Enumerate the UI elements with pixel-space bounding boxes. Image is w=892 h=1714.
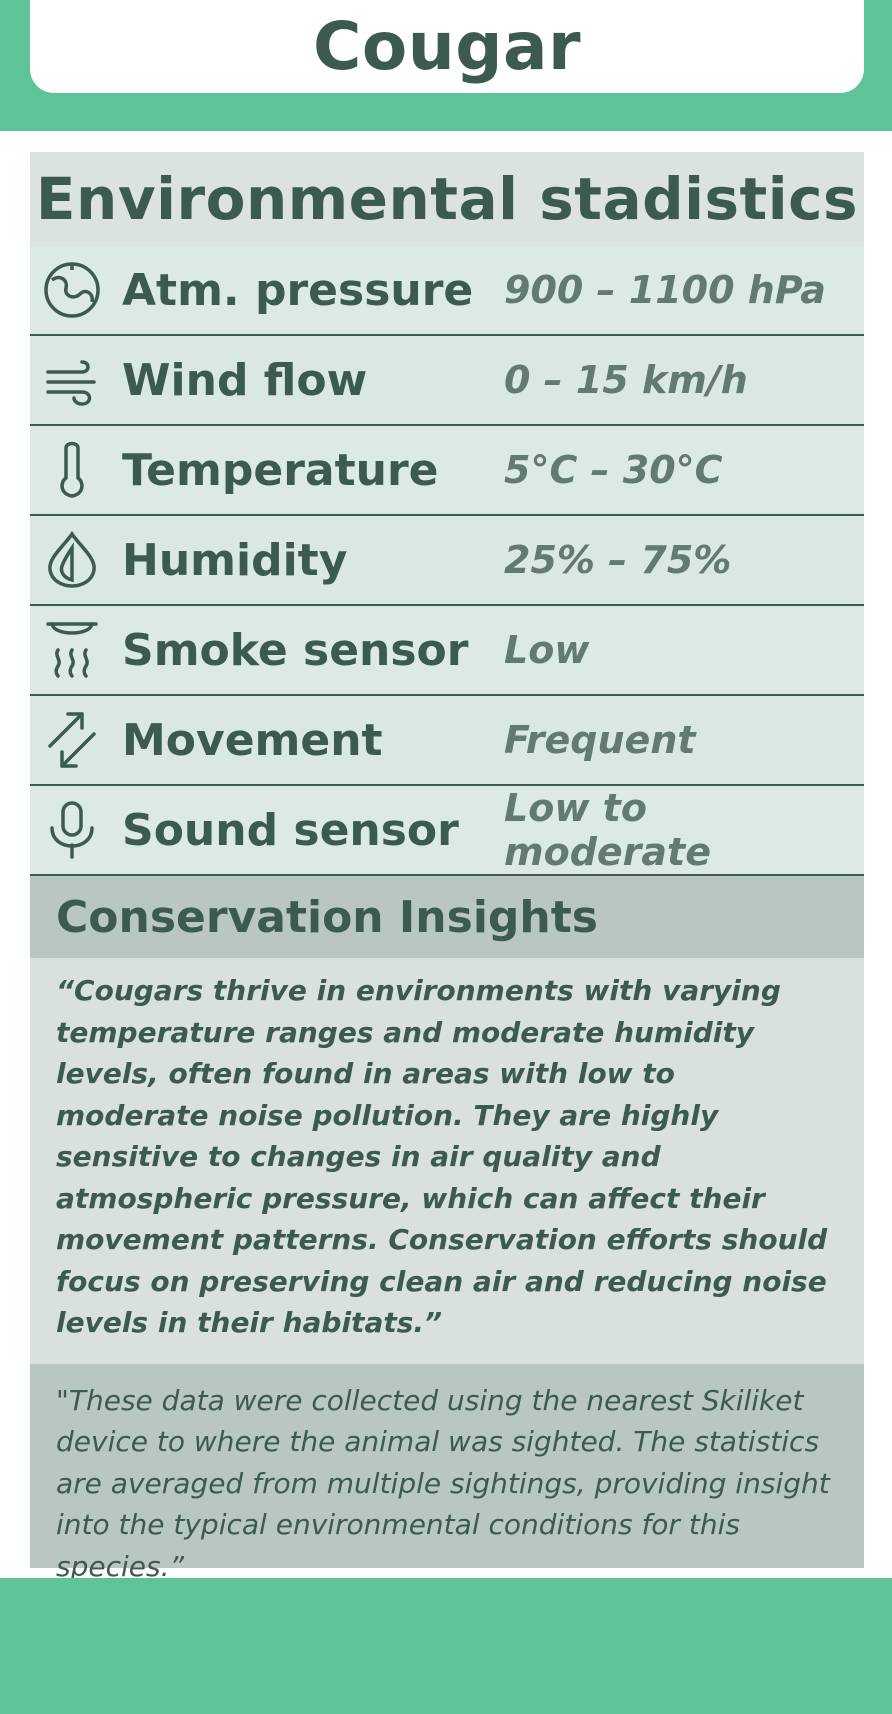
stat-value: Low to moderate — [504, 786, 711, 874]
stat-value: 25% – 75% — [504, 538, 732, 582]
microphone-icon — [40, 798, 104, 862]
smoke-detector-icon — [40, 618, 104, 682]
stats-list: Atm. pressure 900 – 1100 hPa Wind flow 0… — [30, 246, 864, 876]
stat-row-smoke: Smoke sensor Low — [30, 606, 864, 696]
stat-row-wind: Wind flow 0 – 15 km/h — [30, 336, 864, 426]
stat-value: Frequent — [504, 718, 696, 762]
title-card: Cougar — [30, 0, 864, 93]
top-band: Cougar — [0, 0, 892, 131]
stat-value: 900 – 1100 hPa — [504, 268, 826, 312]
stat-label: Temperature — [122, 444, 439, 496]
stats-title: Environmental stadistics — [30, 152, 864, 246]
stat-value: 5°C – 30°C — [504, 448, 723, 492]
stat-row-movement: Movement Frequent — [30, 696, 864, 786]
stat-value: 0 – 15 km/h — [504, 358, 748, 402]
wind-icon — [40, 348, 104, 412]
stat-row-humidity: Humidity 25% – 75% — [30, 516, 864, 606]
droplet-icon — [40, 528, 104, 592]
stat-label: Humidity — [122, 534, 348, 586]
stat-label: Smoke sensor — [122, 624, 469, 676]
stat-label: Sound sensor — [122, 804, 459, 856]
stat-row-pressure: Atm. pressure 900 – 1100 hPa — [30, 246, 864, 336]
page-title: Cougar — [312, 8, 582, 85]
stat-label: Movement — [122, 714, 383, 766]
stat-label: Atm. pressure — [122, 264, 474, 316]
data-source-note: "These data were collected using the nea… — [30, 1363, 864, 1583]
bottom-band — [0, 1578, 892, 1714]
movement-arrows-icon — [40, 708, 104, 772]
stats-panel: Environmental stadistics Atm. pressure 9… — [30, 152, 864, 1583]
thermometer-icon — [40, 438, 104, 502]
stat-row-sound: Sound sensor Low to moderate — [30, 786, 864, 876]
stat-value: Low — [504, 628, 590, 672]
gauge-icon — [40, 258, 104, 322]
insights-text: “Cougars thrive in environments with var… — [30, 958, 864, 1364]
stat-label: Wind flow — [122, 354, 368, 406]
insights-title: Conservation Insights — [30, 876, 864, 958]
stat-row-temperature: Temperature 5°C – 30°C — [30, 426, 864, 516]
